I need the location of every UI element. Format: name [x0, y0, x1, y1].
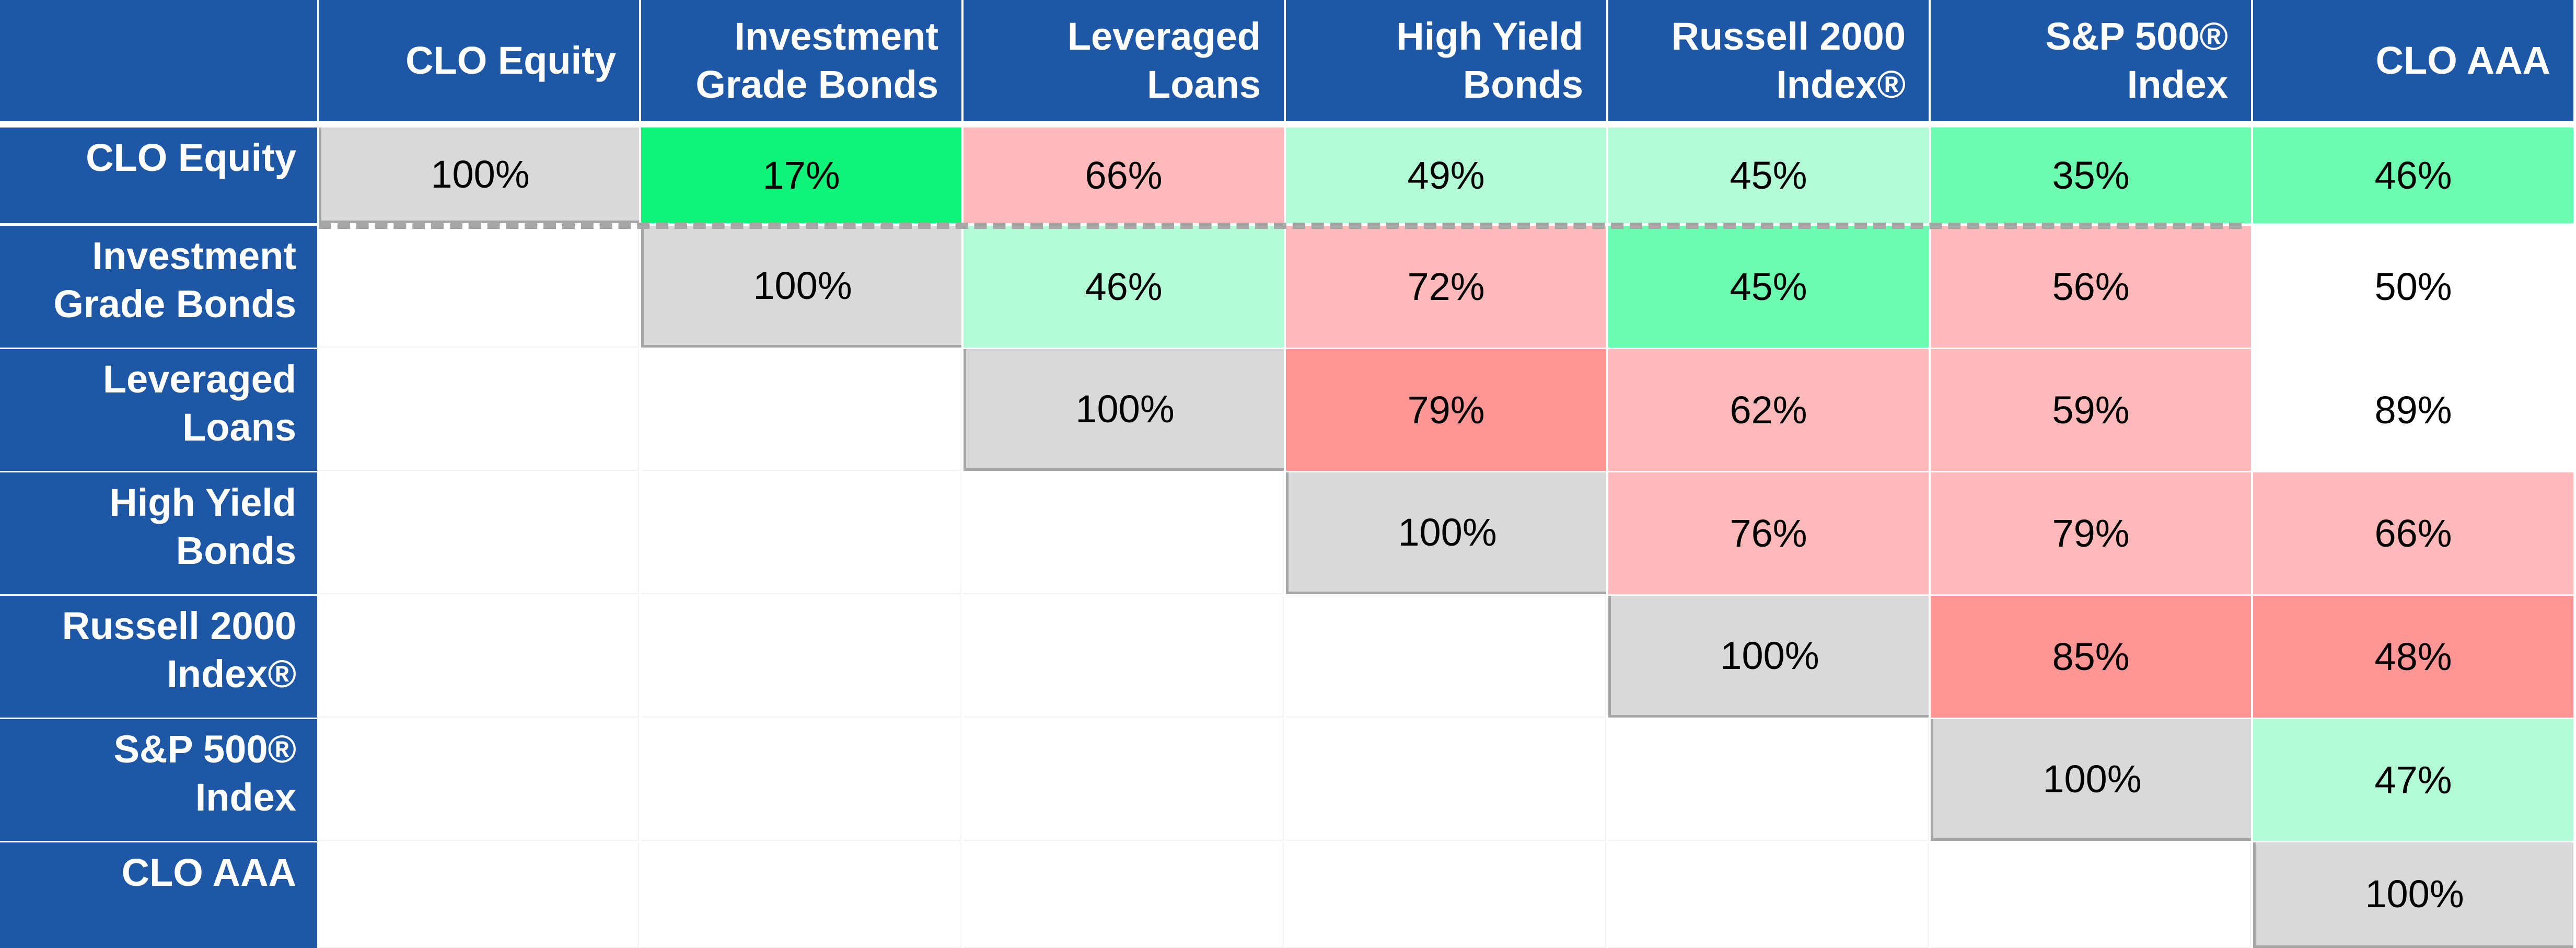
row-label: S&P 500® Index: [0, 719, 317, 841]
correlation-cell: 35%: [1931, 128, 2251, 223]
column-header: CLO AAA: [2253, 0, 2573, 121]
empty-cell: [1286, 842, 1606, 948]
correlation-cell: 85%: [1931, 596, 2251, 718]
row-label: CLO AAA: [0, 842, 317, 948]
correlation-cell: 59%: [1931, 349, 2251, 471]
correlation-cell: 56%: [1931, 226, 2251, 348]
correlation-cell: 72%: [1286, 226, 1606, 348]
empty-cell: [641, 596, 961, 718]
empty-cell: [641, 472, 961, 594]
empty-cell: [319, 349, 639, 471]
correlation-cell: 79%: [1286, 349, 1606, 471]
correlation-cell: 79%: [1931, 472, 2251, 594]
correlation-cell: 17%: [641, 128, 961, 223]
correlation-cell: 45%: [1608, 128, 1929, 223]
empty-cell: [641, 719, 961, 841]
row-label: Investment Grade Bonds: [0, 226, 317, 348]
empty-cell: [319, 472, 639, 594]
correlation-cell: 62%: [1608, 349, 1929, 471]
correlation-cell: 66%: [2253, 472, 2573, 594]
empty-cell: [964, 719, 1284, 841]
empty-cell: [319, 842, 639, 948]
corner-cell: [0, 0, 317, 121]
empty-cell: [319, 719, 639, 841]
correlation-cell: 100%: [641, 226, 961, 348]
column-header: CLO Equity: [319, 0, 639, 121]
correlation-cell: 100%: [1286, 472, 1606, 594]
correlation-cell: 66%: [964, 128, 1284, 223]
row-label: Leveraged Loans: [0, 349, 317, 471]
column-header: Russell 2000 Index®: [1608, 0, 1929, 121]
correlation-cell: 100%: [1931, 719, 2251, 841]
correlation-cell: 47%: [2253, 719, 2573, 841]
column-header: Investment Grade Bonds: [641, 0, 961, 121]
empty-cell: [1931, 842, 2251, 948]
row-label: Russell 2000 Index®: [0, 596, 317, 718]
empty-cell: [964, 596, 1284, 718]
correlation-cell: 50%: [2253, 226, 2573, 348]
correlation-cell: 76%: [1608, 472, 1929, 594]
diagonal-divider: [319, 223, 2242, 229]
empty-cell: [1286, 596, 1606, 718]
correlation-cell: 45%: [1608, 226, 1929, 348]
column-header: S&P 500® Index: [1931, 0, 2251, 121]
correlation-cell: 100%: [964, 349, 1284, 471]
empty-cell: [641, 349, 961, 471]
empty-cell: [1608, 842, 1929, 948]
empty-cell: [319, 226, 639, 348]
empty-cell: [964, 842, 1284, 948]
empty-cell: [964, 472, 1284, 594]
row-label: High Yield Bonds: [0, 472, 317, 594]
correlation-cell: 89%: [2253, 349, 2573, 471]
empty-cell: [641, 842, 961, 948]
correlation-cell: 49%: [1286, 128, 1606, 223]
column-header: Leveraged Loans: [964, 0, 1284, 121]
empty-cell: [1608, 719, 1929, 841]
empty-cell: [1286, 719, 1606, 841]
column-header: High Yield Bonds: [1286, 0, 1606, 121]
correlation-cell: 46%: [964, 226, 1284, 348]
correlation-cell: 100%: [2253, 842, 2573, 948]
correlation-cell: 48%: [2253, 596, 2573, 718]
correlation-cell: 46%: [2253, 128, 2573, 223]
empty-cell: [319, 596, 639, 718]
row-label: CLO Equity: [0, 128, 317, 223]
correlation-cell: 100%: [319, 128, 639, 223]
correlation-cell: 100%: [1608, 596, 1929, 718]
